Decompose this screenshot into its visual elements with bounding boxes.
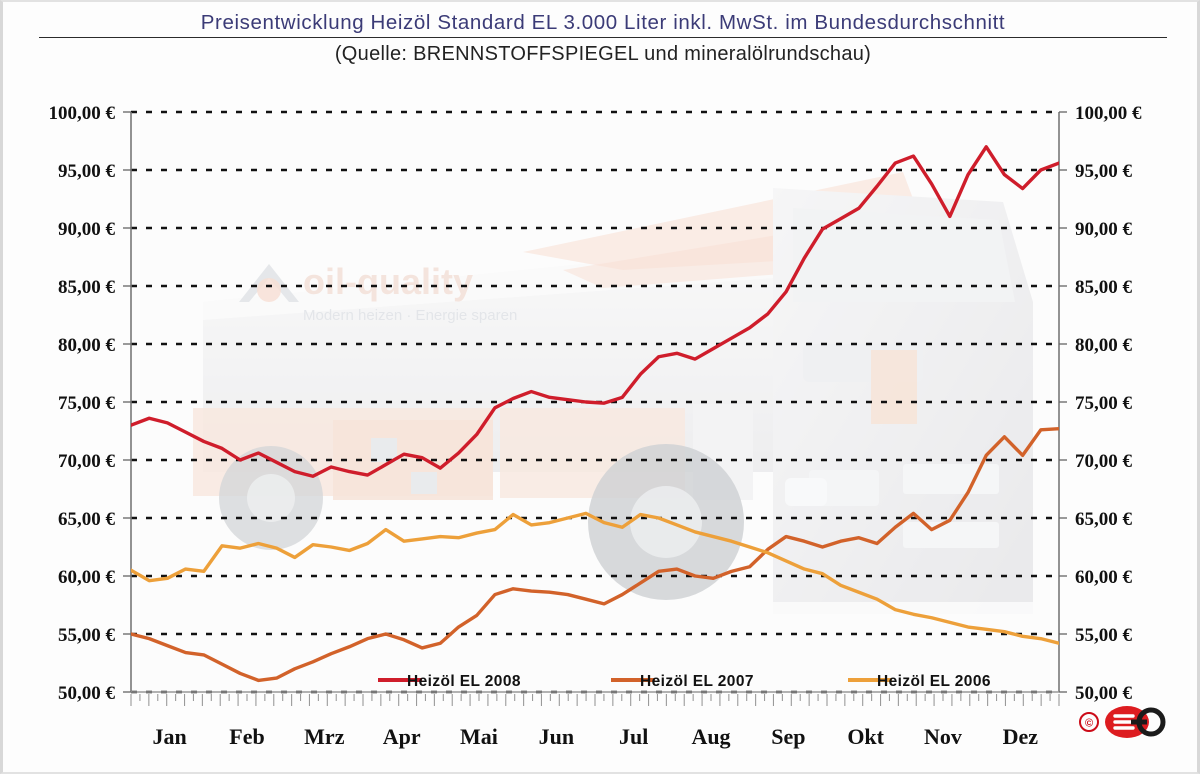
y-tick-label-left: 70,00 €	[58, 451, 116, 472]
y-tick-label-left: 65,00 €	[58, 509, 116, 530]
x-tick-label-feb: Feb	[229, 724, 264, 749]
chart-subtitle: (Quelle: BRENNSTOFFSPIEGEL und mineralöl…	[334, 42, 872, 65]
series-line	[131, 145, 1059, 478]
y-tick-label-left: 95,00 €	[58, 161, 116, 182]
y-tick-label-left: 85,00 €	[58, 277, 116, 298]
y-tick-label-left: 60,00 €	[58, 567, 116, 588]
svg-text:oil-quality: oil-quality	[303, 261, 473, 302]
x-axis-month-labels: Jan Feb Mrz Apr Mai Jun Jul Aug Sep Okt Nov Dez	[153, 724, 1039, 749]
y-tick-label-right: 100,00 €	[1075, 103, 1142, 124]
legend-label: Heizöl EL 2008	[407, 673, 521, 690]
title-underline	[39, 36, 1167, 38]
grid-lines	[131, 110, 1059, 694]
y-tick-label-left: 75,00 €	[58, 393, 116, 414]
x-tick-label-mai: Mai	[460, 724, 498, 749]
y-tick-label-left: 55,00 €	[58, 625, 116, 646]
x-tick-label-aug: Aug	[691, 724, 730, 749]
y-axis-labels-right: 100,00 € 95,00 € 90,00 € 85,00 € 80,00 € 75,0…	[1075, 103, 1142, 704]
y-tick-label-right: 55,00 €	[1075, 625, 1133, 646]
y-tick-label-right: 80,00 €	[1075, 335, 1133, 356]
legend-label: Heizöl EL 2006	[877, 673, 991, 690]
y-tick-label-left: 50,00 €	[58, 683, 116, 704]
series-line	[131, 511, 1059, 645]
series-layer	[131, 145, 1059, 683]
y-tick-label-right: 70,00 €	[1075, 451, 1133, 472]
x-tick-label-nov: Nov	[924, 724, 962, 749]
page-title: Preisentwicklung Heizöl Standard EL 3.00…	[200, 11, 1006, 34]
x-tick-label-jan: Jan	[153, 724, 187, 749]
x-tick-label-mrz: Mrz	[304, 724, 345, 749]
copyright-glyph: ©	[1085, 718, 1093, 730]
series-line	[131, 426, 1059, 683]
y-tick-label-right: 85,00 €	[1075, 277, 1133, 298]
y-tick-label-right: 60,00 €	[1075, 567, 1133, 588]
legend-label: Heizöl EL 2007	[640, 673, 754, 690]
plot-area: oil-quality Modern heizen · Energie spar…	[3, 2, 1200, 776]
x-axis-week-ticks	[130, 694, 1060, 706]
x-tick-label-jun: Jun	[539, 724, 574, 749]
x-tick-label-dez: Dez	[1003, 724, 1039, 749]
esyoil-logo: ©	[1079, 706, 1166, 738]
line-chart: oil-quality Modern heizen · Energie spar…	[49, 103, 1166, 749]
y-tick-label-left: 100,00 €	[49, 103, 116, 124]
chart-legend: Heizöl EL 2008 Heizöl EL 2007 Heizöl EL 20…	[378, 673, 991, 690]
svg-text:Modern heizen · Energie sparen: Modern heizen · Energie sparen	[303, 307, 517, 324]
y-tick-label-right: 75,00 €	[1075, 393, 1133, 414]
y-tick-label-left: 80,00 €	[58, 335, 116, 356]
x-tick-label-jul: Jul	[619, 724, 648, 749]
y-tick-label-right: 90,00 €	[1075, 219, 1133, 240]
y-tick-label-right: 95,00 €	[1075, 161, 1133, 182]
x-tick-label-sep: Sep	[771, 724, 805, 749]
x-tick-label-okt: Okt	[847, 724, 884, 749]
y-tick-marks	[123, 111, 1067, 693]
y-tick-label-left: 90,00 €	[58, 219, 116, 240]
x-tick-label-apr: Apr	[383, 724, 421, 749]
title-block: Preisentwicklung Heizöl Standard EL 3.00…	[3, 10, 1200, 66]
y-axis-labels-left: 100,00 € 95,00 € 90,00 € 85,00 € 80,00 € 75,0…	[49, 103, 116, 704]
y-tick-label-right: 50,00 €	[1075, 683, 1133, 704]
y-tick-label-right: 65,00 €	[1075, 509, 1133, 530]
